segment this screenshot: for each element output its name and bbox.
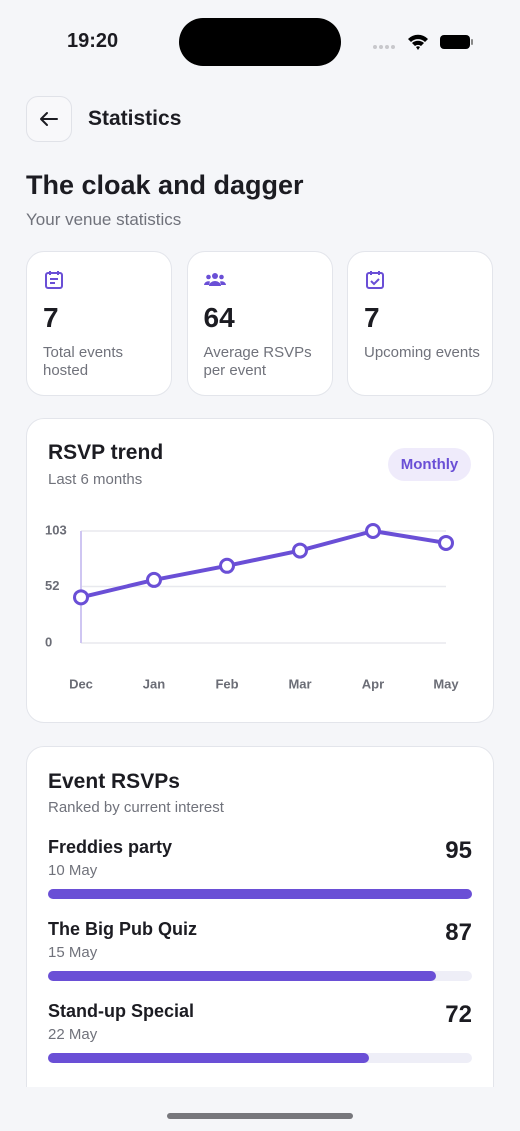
data-point [219,557,235,574]
x-tick-label: Apr [362,676,384,691]
stat-card: 7 Total events hosted [26,251,172,396]
period-toggle[interactable]: Monthly [388,448,471,481]
bar [48,1053,370,1063]
back-arrow [40,112,58,126]
event-name: The Big Pub Quiz [48,919,197,939]
event-count: 87 [445,919,472,946]
event-name: Stand-up Special [48,1001,195,1021]
stat-label: Total events hosted [43,344,124,379]
bar [48,971,437,981]
y-tick-label: 103 [45,522,67,537]
stat-card: 7 Upcoming events [347,251,493,396]
page-title: Statistics [88,107,182,130]
trend-line [80,529,447,600]
venue-name: The cloak and dagger [26,170,304,200]
x-tick-label: Jan [143,676,165,691]
x-tick-label: Feb [215,676,238,691]
chart-title: RSVP trend [48,441,164,464]
data-point [438,534,454,551]
status-time: 19:20 [67,30,119,52]
stat-icon [45,271,63,289]
stat-label: Upcoming events [364,344,480,361]
stat-card: 64 Average RSVPs per event [186,251,333,396]
y-tick-label: 0 [45,634,52,649]
chart: 0 52 103 Dec Jan Feb Mar Apr May [45,522,459,691]
data-point [73,589,89,606]
bar-track [48,1053,472,1063]
y-tick-label: 52 [45,578,59,593]
events-card: Event RSVPs Ranked by current interest F… [26,746,494,1087]
stat-icon [203,273,226,286]
stat-value: 64 [203,302,235,333]
home-indicator [167,1113,353,1119]
stat-icon [366,271,384,289]
event-date: 15 May [48,944,98,961]
events-subtitle: Ranked by current interest [48,799,224,816]
event-date: 22 May [48,1026,98,1043]
stat-value: 7 [364,302,380,333]
event-date: 10 May [48,862,98,879]
x-tick-label: Mar [288,676,311,691]
event-name: Freddies party [48,837,173,857]
x-tick-label: Dec [69,676,93,691]
stat-value: 7 [43,302,59,333]
event-count: 72 [445,1001,472,1028]
stat-label: Average RSVPs per event [203,344,312,379]
scroll-area: Event RSVPs Ranked by current interest F… [26,746,494,1087]
back-button[interactable] [26,96,72,142]
status-icons [373,34,473,50]
venue-subtitle: Your venue statistics [26,210,182,229]
trend-card: RSVP trend Last 6 months Monthly [26,418,494,723]
data-point [292,542,308,559]
bar-track [48,889,472,899]
events-title: Event RSVPs [48,770,180,793]
data-point [365,523,381,539]
event-count: 95 [445,837,472,864]
bar-track [48,971,472,981]
dynamic-island [179,18,341,66]
x-tick-label: May [433,676,459,691]
data-point [146,571,162,588]
chart-subtitle: Last 6 months [48,471,143,488]
bar [48,889,472,899]
